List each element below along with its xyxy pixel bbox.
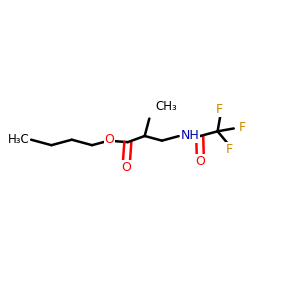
Text: F: F bbox=[226, 143, 233, 156]
Text: O: O bbox=[104, 133, 114, 146]
Text: NH: NH bbox=[181, 129, 200, 142]
Text: CH₃: CH₃ bbox=[156, 100, 178, 113]
Text: O: O bbox=[195, 155, 205, 168]
Text: O: O bbox=[122, 161, 131, 174]
Text: F: F bbox=[239, 122, 246, 134]
Text: H₃C: H₃C bbox=[8, 133, 30, 146]
Text: F: F bbox=[215, 103, 223, 116]
